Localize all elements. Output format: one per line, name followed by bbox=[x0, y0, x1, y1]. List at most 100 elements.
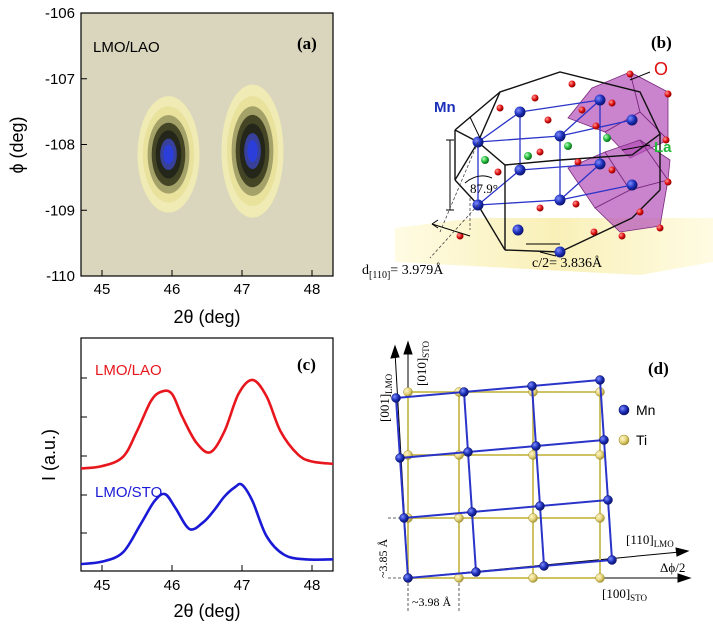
oxygen-atoms bbox=[456, 70, 672, 240]
panel-c: 45 46 47 48 LMO/LAO LMO/STO (c) 2θ (deg) I … bbox=[39, 337, 334, 621]
y-tick-label: -107 bbox=[45, 71, 75, 88]
series-line-lmo-sto bbox=[81, 482, 333, 566]
y-tick-label: -106 bbox=[45, 5, 75, 22]
axis-001-text: [001] bbox=[377, 394, 392, 422]
panel-c-label: (c) bbox=[297, 355, 316, 374]
ti-atom bbox=[454, 513, 464, 523]
d110-label: d[110]= 3.979Å bbox=[362, 262, 444, 281]
d110-subscript: [110] bbox=[369, 270, 390, 281]
la-atoms bbox=[481, 134, 611, 164]
axis-100-text: [100] bbox=[602, 586, 630, 601]
panel-c-xlabel: 2θ (deg) bbox=[173, 601, 240, 621]
panel-a: 45 46 47 48 -106 -107 -108 -109 -110 LMO/LAO (a… bbox=[7, 5, 334, 327]
axis-100-sub: STO bbox=[630, 593, 647, 603]
angle-label: 87.9° bbox=[470, 181, 498, 196]
d110-value: = 3.979Å bbox=[390, 262, 444, 278]
axis-label-010: [010]STO bbox=[414, 340, 431, 386]
mn-atom bbox=[607, 555, 617, 565]
angle-arc bbox=[464, 175, 493, 184]
spacing-horizontal-label: ~3.98 Å bbox=[412, 595, 451, 609]
x-tick-label: 45 bbox=[94, 281, 111, 298]
heatmap-peaks bbox=[137, 84, 284, 218]
mn-atom bbox=[467, 507, 477, 517]
mn-bond bbox=[531, 385, 545, 567]
panel-c-xticks: 45 46 47 48 bbox=[94, 565, 321, 594]
x-tick-label: 47 bbox=[234, 281, 251, 298]
mn-atom bbox=[459, 387, 469, 397]
panel-d-label: (d) bbox=[648, 359, 669, 378]
mn-bond bbox=[599, 379, 613, 561]
mn-atom bbox=[403, 573, 413, 583]
panel-a-xticks: 45 46 47 48 bbox=[94, 270, 321, 298]
legend-ti-marker bbox=[618, 434, 630, 446]
heatmap-background bbox=[81, 13, 333, 276]
mn-atom bbox=[535, 501, 545, 511]
axis-010-text: [010] bbox=[414, 358, 429, 386]
mn-atom bbox=[471, 567, 481, 577]
c-half-label: c/2= 3.836Å bbox=[532, 255, 603, 271]
x-tick-label: 45 bbox=[94, 577, 111, 594]
ti-atom bbox=[595, 450, 605, 460]
panel-c-ylabel: I (a.u.) bbox=[39, 429, 59, 481]
mn-atom bbox=[599, 435, 609, 445]
panel-c-frame bbox=[80, 337, 334, 572]
mn-atom bbox=[539, 561, 549, 571]
d110-prefix: d bbox=[362, 263, 369, 278]
axis-label-001: [001]LMO bbox=[377, 373, 394, 422]
series-lao-label: LMO/LAO bbox=[95, 362, 162, 379]
y-tick-label: -109 bbox=[45, 202, 75, 219]
series-sto-label: LMO/STO bbox=[95, 484, 162, 501]
panel-b-annotations bbox=[431, 71, 651, 257]
panel-c-yticks bbox=[81, 377, 87, 534]
legend-ti-label: Ti bbox=[636, 432, 647, 448]
ti-atom bbox=[454, 573, 464, 583]
mn-bond bbox=[395, 379, 601, 399]
mn-bond bbox=[395, 397, 409, 579]
axis-001-sub: LMO bbox=[384, 373, 394, 394]
mn-lattice bbox=[391, 375, 617, 583]
axis-label-100: [100]STO bbox=[602, 586, 648, 603]
axis-010-sub: STO bbox=[421, 340, 431, 357]
panel-b-label: (b) bbox=[651, 33, 672, 52]
mn-bond bbox=[407, 559, 613, 579]
ti-atom bbox=[403, 387, 413, 397]
y-tick-label: -108 bbox=[45, 137, 75, 154]
ti-atom bbox=[528, 513, 538, 523]
panel-c-series bbox=[81, 378, 333, 566]
axis-110-sub: LMO bbox=[654, 539, 675, 549]
x-tick-label: 48 bbox=[304, 281, 321, 298]
heatmap-peak-2-level-7 bbox=[247, 140, 258, 163]
mn-atom bbox=[527, 381, 537, 391]
mn-bond bbox=[463, 391, 477, 573]
mn-atom bbox=[463, 447, 473, 457]
panel-a-ylabel: ϕ (deg) bbox=[7, 116, 27, 173]
mn-atoms bbox=[472, 94, 638, 258]
inner-lattice bbox=[477, 99, 633, 206]
x-tick-label: 46 bbox=[164, 281, 181, 298]
panel-a-label: (a) bbox=[297, 34, 317, 53]
mn-atom bbox=[391, 393, 401, 403]
heatmap-peak-1-level-7 bbox=[163, 144, 174, 164]
ti-atom bbox=[595, 573, 605, 583]
ti-lattice bbox=[403, 387, 605, 583]
unit-cell-outline bbox=[454, 71, 661, 253]
panel-d-legend: Mn Ti bbox=[618, 402, 655, 448]
mn-atom bbox=[603, 495, 613, 505]
panel-a-yticks: -106 -107 -108 -109 -110 bbox=[45, 5, 87, 285]
spacing-vertical-label: ~3.85 Å bbox=[376, 539, 390, 578]
panel-b: Mn O La 87.9° d[110]= 3.979Å c/2= 3.836Å… bbox=[362, 33, 713, 281]
axis-110-text: [110] bbox=[626, 532, 654, 547]
mn-atom bbox=[595, 375, 605, 385]
panel-a-xlabel: 2θ (deg) bbox=[173, 307, 240, 327]
substrate-plane bbox=[395, 218, 713, 275]
panel-d: (d) Mn Ti [001]LMO [010]STO ~3.85 Å ~3.9… bbox=[376, 340, 692, 612]
mn-atom bbox=[395, 453, 405, 463]
x-tick-label: 47 bbox=[234, 577, 251, 594]
mn-atom bbox=[399, 513, 409, 523]
panel-a-sample-label: LMO/LAO bbox=[93, 39, 160, 56]
dphi-label: Δϕ/2 bbox=[660, 560, 685, 575]
atom-label-mn: Mn bbox=[434, 99, 456, 116]
x-tick-label: 48 bbox=[304, 577, 321, 594]
legend-mn-marker bbox=[618, 404, 630, 416]
